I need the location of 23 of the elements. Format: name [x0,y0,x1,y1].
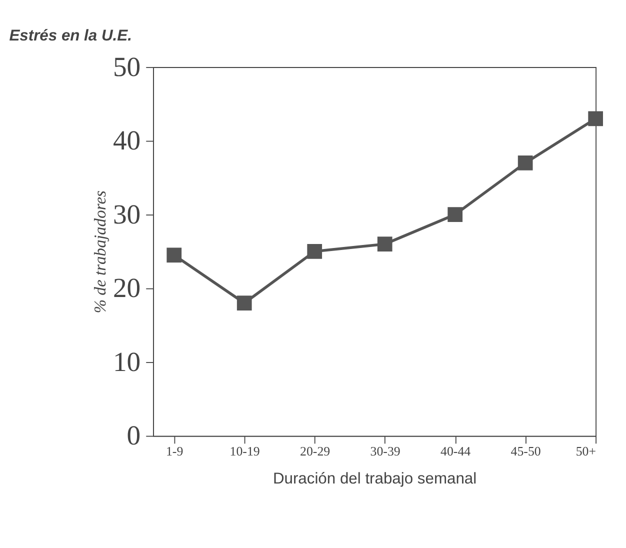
x-tick-label: 45-50 [510,444,541,459]
y-axis-title: % de trabajadores [90,190,110,314]
x-tick-label: 50+ [576,444,596,459]
x-tick-label: 10-19 [230,444,260,459]
y-tick-label: 20 [112,272,141,304]
y-tick-label: 30 [112,198,141,230]
point [236,296,252,310]
point [166,248,182,263]
y-tick-label: 50 [112,50,141,82]
x-tick-label: 40-44 [440,444,472,459]
point [448,207,463,222]
x-axis-title: Duración del trabajo semanal [272,470,477,488]
point [307,244,322,259]
x-tick-label: 1-9 [166,444,184,459]
chart-title: Estrés en la U.E. [9,27,132,44]
point [588,111,604,126]
y-tick-label: 10 [112,346,141,377]
point [377,236,392,252]
y-tick-label: 0 [126,420,141,451]
y-tick-label: 40 [112,124,141,156]
x-tick-label: 20-29 [300,444,330,459]
x-tick-label: 30-39 [370,444,400,459]
point [518,155,533,170]
